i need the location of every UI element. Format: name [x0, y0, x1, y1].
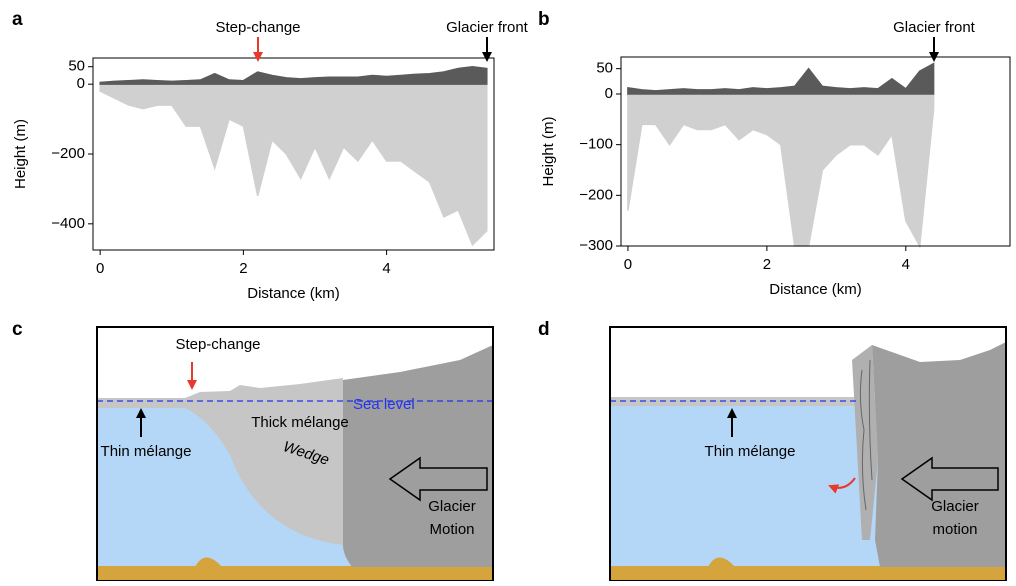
area [627, 62, 935, 95]
label: Glacier [931, 498, 979, 515]
x-tick-label: 0 [624, 256, 632, 273]
y-tick-label: −200 [51, 145, 85, 162]
crack [859, 359, 873, 511]
label: Step-change [175, 336, 260, 353]
y-tick-label: −100 [579, 136, 613, 153]
seabed-bump [195, 557, 222, 567]
y-tick-label: −300 [579, 237, 613, 254]
seabed-bump [708, 557, 735, 567]
diagram-c: c Step-change Sea level Thin mélange Thi… [12, 319, 494, 582]
label: Motion [429, 521, 474, 538]
x-tick-label: 4 [902, 256, 910, 273]
area [99, 83, 488, 247]
y-tick-label: −400 [51, 215, 85, 232]
panel-label: b [538, 9, 550, 30]
rotation-arrow [828, 477, 856, 494]
motion-arrow [900, 456, 999, 502]
label: Glacier [428, 498, 476, 515]
y-axis-title: Height (m) [12, 119, 29, 189]
motion-arrow [388, 456, 488, 502]
melange [97, 378, 343, 545]
x-axis-title: Distance (km) [247, 285, 340, 302]
label: Thin mélange [101, 443, 192, 460]
chart: b 50 0 −100 −200 −300 0 2 4 Distance (km) Height (… [538, 9, 1011, 298]
annotation: Glacier front [893, 19, 976, 36]
diagram-d: d Thin mélange Glacier motion [538, 319, 1007, 582]
area [99, 65, 488, 85]
panel-label: d [538, 319, 550, 340]
y-tick-label: 0 [77, 75, 85, 92]
seabed [610, 566, 1006, 581]
label: Sea level [353, 396, 415, 413]
area [627, 93, 935, 249]
panel-label: a [12, 9, 23, 30]
plot-frame [620, 56, 1011, 247]
x-axis-title: Distance (km) [769, 281, 862, 298]
y-tick-label: 50 [68, 58, 85, 75]
y-tick-label: 0 [605, 85, 613, 102]
y-tick-label: −200 [579, 186, 613, 203]
y-axis-title: Height (m) [540, 116, 557, 186]
y-tick-label: 50 [596, 60, 613, 77]
glacier [872, 342, 1006, 567]
x-tick-label: 0 [96, 260, 104, 277]
panel-label: c [12, 319, 23, 340]
label: Thick mélange [251, 414, 349, 431]
label: Thin mélange [705, 443, 796, 460]
annotation: Glacier front [446, 19, 529, 36]
seabed [97, 566, 493, 581]
annotation: Step-change [215, 19, 300, 36]
x-tick-label: 2 [239, 260, 247, 277]
x-tick-label: 2 [763, 256, 771, 273]
label: motion [932, 521, 977, 538]
x-tick-label: 4 [382, 260, 390, 277]
calving-block [852, 345, 878, 540]
